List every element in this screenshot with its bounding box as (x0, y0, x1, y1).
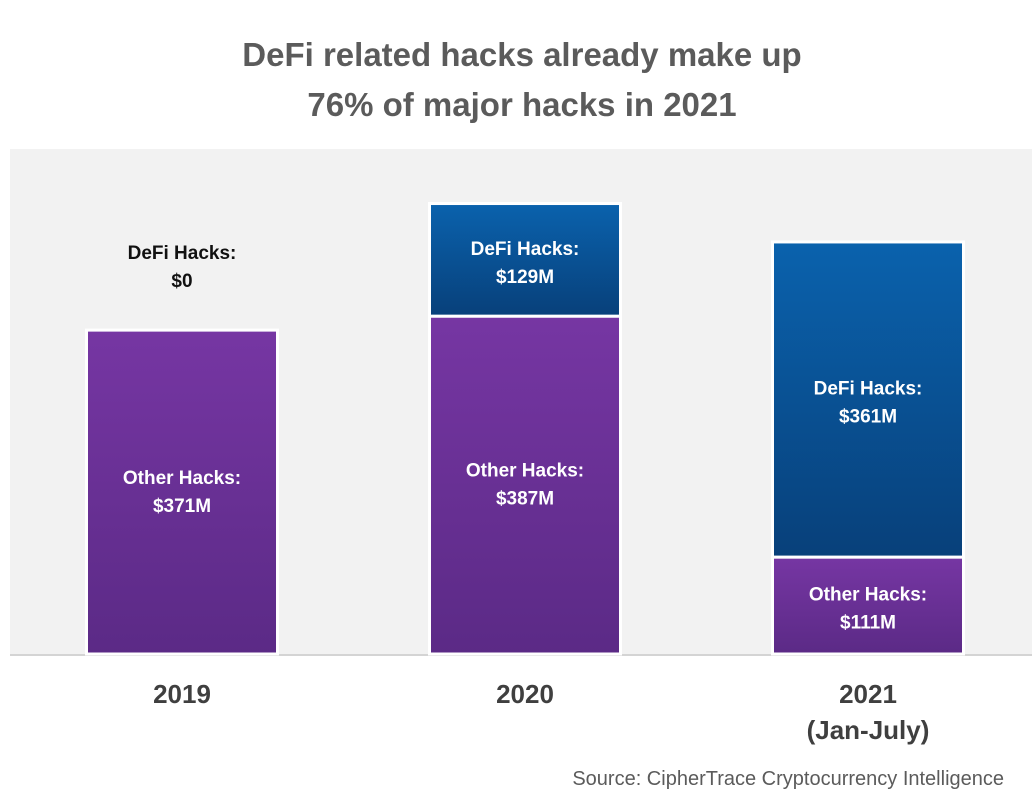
bars-layer (85, 202, 965, 656)
chart-title-line-1: DeFi related hacks already make up (242, 36, 802, 73)
data-label-defi-hacks-2020-line-1: DeFi Hacks: (471, 239, 580, 260)
labels-layer: Other Hacks: $371M DeFi Hacks: $0 Other Hack… (123, 239, 927, 634)
data-label-other-hacks-2020: Other Hacks: $387M (466, 461, 584, 510)
data-label-other-hacks-2020-line-1: Other Hacks: (466, 461, 584, 482)
x-tick-label-2020: 2020 (496, 679, 554, 709)
chart-title-line-2: 76% of major hacks in 2021 (307, 86, 737, 123)
bar-other-hacks-2019 (85, 328, 279, 656)
data-label-other-hacks-2020-line-2: $387M (496, 489, 554, 510)
x-tick-label-2021-line-1: 2021 (839, 679, 897, 709)
data-label-other-hacks-2019-line-1: Other Hacks: (123, 468, 241, 489)
data-label-defi-hacks-2021-line-1: DeFi Hacks: (814, 379, 923, 400)
x-tick-label-2021: 2021 (Jan-July) (807, 679, 930, 745)
bar-other-hacks-2020 (428, 314, 622, 656)
data-label-defi-hacks-2021: DeFi Hacks: $361M (814, 379, 923, 428)
x-tick-label-2021-line-2: (Jan-July) (807, 715, 930, 745)
bar-other-hacks-2021 (771, 555, 965, 656)
data-label-other-hacks-2019-line-2: $371M (153, 496, 211, 517)
x-tick-labels: 2019 2020 2021 (Jan-July) (153, 679, 929, 745)
data-label-other-hacks-2021: Other Hacks: $111M (809, 585, 927, 634)
data-label-other-hacks-2019: Other Hacks: $371M (123, 468, 241, 517)
data-label-other-hacks-2021-line-1: Other Hacks: (809, 585, 927, 606)
data-label-defi-hacks-2020: DeFi Hacks: $129M (471, 239, 580, 288)
x-tick-label-2019-line-1: 2019 (153, 679, 211, 709)
bar-defi-hacks-2020 (428, 202, 622, 318)
x-tick-label-2019: 2019 (153, 679, 211, 709)
data-label-defi-hacks-2019-line-2: $0 (171, 271, 192, 292)
bar-defi-hacks-2021 (771, 240, 965, 559)
x-tick-label-2020-line-1: 2020 (496, 679, 554, 709)
source-note: Source: CipherTrace Cryptocurrency Intel… (572, 768, 1004, 790)
data-label-defi-hacks-2019: DeFi Hacks: $0 (128, 243, 237, 292)
data-label-other-hacks-2021-line-2: $111M (840, 613, 896, 634)
data-label-defi-hacks-2020-line-2: $129M (496, 267, 554, 288)
data-label-defi-hacks-2019-line-1: DeFi Hacks: (128, 243, 237, 264)
chart-title: DeFi related hacks already make up 76% o… (0, 30, 1032, 130)
data-label-defi-hacks-2021-line-2: $361M (839, 407, 897, 428)
